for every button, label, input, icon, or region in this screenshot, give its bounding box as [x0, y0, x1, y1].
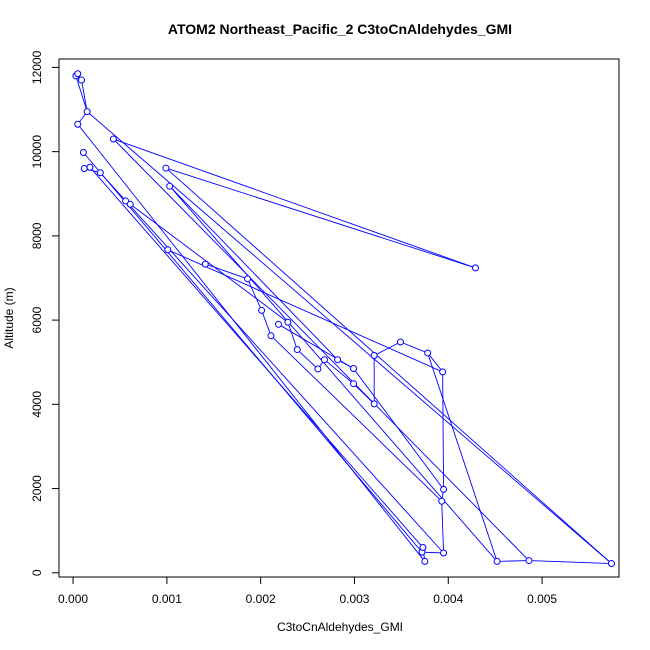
- series-line-segment: [130, 203, 289, 323]
- series-line-segment: [169, 185, 338, 361]
- x-axis-label: C3toCnAldehydes_GMI: [277, 620, 403, 634]
- series-line-segment: [296, 349, 319, 370]
- y-axis-label: Altitude (m): [2, 287, 16, 348]
- data-point: [525, 557, 533, 565]
- series-line-segment: [75, 75, 88, 112]
- x-axis: 0.000 0.001 0.002 0.003 0.004 0.005: [58, 576, 557, 606]
- series-line-segment: [400, 341, 428, 354]
- x-tick-label: 0.003: [339, 592, 369, 606]
- series-line-segment: [77, 123, 426, 562]
- series-line-segment: [427, 352, 498, 562]
- y-axis: 0 2000 4000 6000 8000 10000 12000: [30, 50, 60, 576]
- chart-title: ATOM2 Northeast_Pacific_2 C3toCnAldehyde…: [168, 21, 512, 37]
- data-point: [126, 200, 134, 208]
- data-point: [244, 275, 252, 283]
- data-point: [440, 549, 448, 557]
- data-point: [493, 557, 501, 565]
- y-tick-label: 8000: [30, 222, 44, 249]
- data-point: [79, 148, 87, 156]
- data-point: [267, 332, 275, 340]
- data-point: [164, 246, 172, 254]
- data-point: [86, 163, 94, 171]
- data-point: [334, 356, 342, 364]
- series-line-segment: [165, 167, 476, 269]
- data-point: [166, 182, 174, 190]
- y-tick-label: 0: [30, 569, 44, 576]
- data-point: [284, 318, 292, 326]
- series-line-segment: [165, 167, 612, 564]
- data-point: [350, 380, 358, 388]
- data-point: [438, 497, 446, 505]
- series-line-segment: [247, 278, 263, 311]
- y-tick-label: 4000: [30, 391, 44, 418]
- x-tick-label: 0.002: [246, 592, 276, 606]
- data-point: [122, 197, 130, 205]
- series-line-segment: [441, 501, 445, 554]
- series-line-segment: [113, 138, 530, 561]
- series-line-segment: [81, 79, 88, 112]
- series-line-segment: [324, 359, 354, 385]
- series-line-segment: [83, 152, 423, 553]
- data-point: [419, 544, 427, 552]
- data-point: [320, 356, 328, 364]
- data-point: [607, 560, 615, 568]
- x-tick-label: 0.004: [433, 592, 463, 606]
- series-line-segment: [353, 368, 444, 490]
- data-point: [201, 260, 209, 268]
- data-point: [83, 108, 91, 116]
- data-point: [258, 306, 266, 314]
- series-points: [72, 70, 615, 568]
- data-point: [471, 264, 479, 272]
- series-line-segment: [528, 560, 612, 564]
- x-tick-label: 0.005: [527, 592, 557, 606]
- data-point: [370, 400, 378, 408]
- series-line-segment: [427, 352, 444, 373]
- series-line-segment: [497, 560, 529, 562]
- series-line-segment: [373, 341, 401, 356]
- series-lines: [75, 73, 612, 564]
- y-tick-label: 12000: [30, 50, 44, 84]
- series-line-segment: [89, 166, 424, 548]
- y-tick-label: 10000: [30, 135, 44, 169]
- series-line-segment: [169, 185, 498, 562]
- y-tick-label: 6000: [30, 306, 44, 333]
- plot-frame: [58, 58, 620, 578]
- data-point: [350, 365, 358, 373]
- y-tick-label: 2000: [30, 475, 44, 502]
- data-point: [424, 349, 432, 357]
- series-line-segment: [421, 551, 444, 554]
- data-point: [396, 338, 404, 346]
- data-point: [80, 164, 88, 172]
- data-point: [370, 351, 378, 359]
- data-point: [440, 485, 448, 493]
- data-point: [96, 169, 104, 177]
- data-point: [314, 365, 322, 373]
- x-tick-label: 0.000: [58, 592, 88, 606]
- series-line-segment: [442, 371, 445, 490]
- data-point: [78, 76, 86, 84]
- series-line-segment: [270, 335, 443, 502]
- series-line-segment: [86, 111, 612, 564]
- data-point: [439, 368, 447, 376]
- data-point: [421, 557, 429, 565]
- series-line-segment: [113, 138, 476, 269]
- series-line-segment: [99, 172, 444, 554]
- data-point: [162, 164, 170, 172]
- data-point: [274, 320, 282, 328]
- x-tick-label: 0.001: [152, 592, 182, 606]
- series-line-segment: [205, 263, 248, 280]
- data-point: [109, 135, 117, 143]
- data-point: [74, 70, 82, 78]
- series-line-segment: [167, 249, 443, 373]
- data-point: [293, 346, 301, 354]
- series-line-segment: [261, 310, 272, 336]
- series-line-segment: [287, 322, 298, 350]
- data-point: [74, 120, 82, 128]
